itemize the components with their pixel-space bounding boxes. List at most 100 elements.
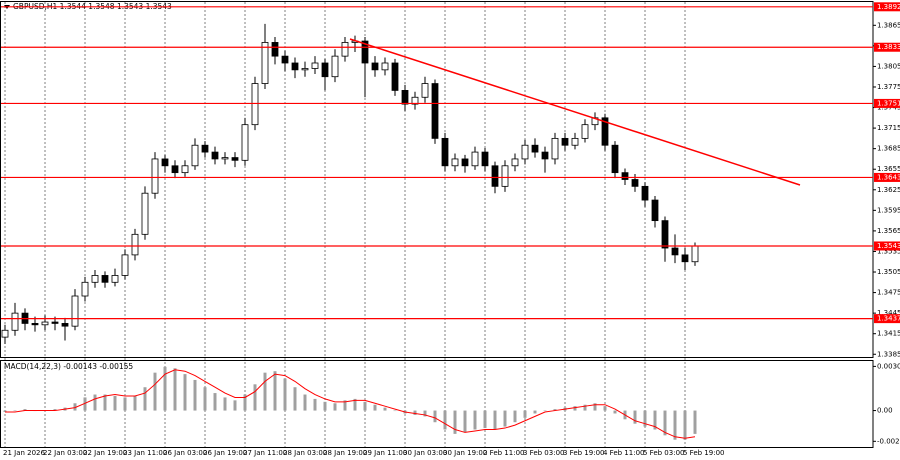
macd-bar [533, 410, 537, 414]
macd-bar [643, 410, 647, 427]
macd-bar [483, 410, 487, 429]
candle-body [491, 165, 499, 187]
candle-body [341, 42, 349, 57]
macd-bar [333, 403, 337, 411]
macd-bar [223, 397, 227, 411]
y-tick-label: 1.3505 [877, 268, 900, 276]
candle-body [511, 158, 519, 167]
macd-bar [213, 393, 217, 411]
macd-bar [273, 371, 277, 411]
candle-body [61, 323, 69, 327]
candle-body [311, 62, 319, 69]
candle-body [661, 220, 669, 249]
macd-bar [233, 400, 237, 411]
candle-body [271, 42, 279, 57]
candle-body [601, 117, 609, 146]
macd-bar [513, 410, 517, 423]
macd-bar [353, 398, 357, 411]
macd-bar [73, 403, 77, 411]
candle-body [621, 172, 629, 180]
candle-body [161, 158, 169, 167]
y-tick-label: 1.3415 [877, 330, 900, 338]
macd-bar [683, 410, 687, 440]
macd-bar [663, 410, 667, 436]
candle-body [651, 199, 659, 222]
macd-bar [243, 394, 247, 411]
candle-body [91, 275, 99, 283]
y-tick-label: 1.3385 [877, 350, 900, 358]
level-label-box [874, 2, 900, 12]
candle-body [671, 247, 679, 256]
candle-body [221, 157, 229, 160]
x-tick-label: 5 Feb 03:00 [643, 449, 684, 457]
macd-bar [253, 384, 257, 411]
candle-body [301, 68, 309, 71]
macd-bar [123, 397, 127, 411]
candle-body [431, 83, 439, 139]
macd-bar [173, 368, 177, 411]
candle-body [531, 144, 539, 153]
macd-bar [93, 394, 97, 411]
candle-body [141, 192, 149, 235]
macd-bar [113, 395, 117, 411]
candle-body [521, 144, 529, 160]
candle-body [541, 151, 549, 160]
macd-bar [423, 410, 427, 417]
candle-body [611, 144, 619, 174]
macd-bar [543, 410, 547, 412]
macd-bar [303, 394, 307, 411]
candle-body [121, 254, 129, 276]
macd-bar [573, 406, 577, 411]
level-label-box [874, 172, 900, 182]
macd-bar [373, 404, 377, 411]
candle-body [201, 144, 209, 153]
signal-line [5, 369, 696, 439]
candle-body [681, 254, 689, 263]
candle-body [241, 124, 249, 161]
candle-body [571, 137, 579, 146]
candle-body [561, 137, 569, 146]
candle-body [631, 179, 639, 187]
candle-body [461, 158, 469, 167]
level-label: 1.3437 [877, 315, 900, 323]
macd-bar [313, 398, 317, 411]
macd-bar [153, 372, 157, 411]
x-tick-label: 30 Jan 03:00 [403, 449, 447, 457]
candle-body [391, 62, 399, 91]
y-tick-label: 1.3565 [877, 227, 900, 235]
x-tick-label: 22 Jan 19:00 [83, 449, 127, 457]
candle-body [421, 83, 429, 98]
x-tick-label: 2 Feb 11:00 [483, 449, 524, 457]
macd-bar [263, 372, 267, 411]
trend-line [349, 38, 801, 186]
y-tick-label: 1.3685 [877, 145, 900, 153]
y-tick-label: 1.3595 [877, 206, 900, 214]
candle-body [231, 157, 239, 161]
x-tick-label: 28 Jan 03:00 [283, 449, 327, 457]
x-tick-label: 21 Jan 2026 [3, 449, 46, 457]
macd-bar [653, 410, 657, 430]
x-tick-label: 3 Feb 19:00 [563, 449, 604, 457]
x-tick-label: 26 Jan 03:00 [163, 449, 207, 457]
macd-bar [83, 397, 87, 411]
macd-bar [433, 410, 437, 423]
macd-bar [553, 409, 557, 411]
y-tick-label: 1.3445 [877, 309, 900, 317]
macd-bar [523, 410, 527, 418]
y-tick-label: -0.00211 [877, 437, 900, 445]
x-tick-label: 3 Feb 03:00 [523, 449, 564, 457]
candle-body [331, 55, 339, 78]
candle-body [251, 83, 259, 126]
level-label-box [874, 314, 900, 324]
candle-body [281, 55, 289, 64]
y-tick-label: 1.3715 [877, 124, 900, 132]
macd-bar [103, 394, 107, 411]
level-label-box [874, 241, 900, 251]
macd-bar [183, 374, 187, 411]
candle-body [81, 281, 89, 297]
macd-bar [463, 410, 467, 433]
y-tick-label: 1.3625 [877, 186, 900, 194]
price-panel-frame [0, 1, 874, 358]
y-tick-label: 1.3865 [877, 21, 900, 29]
candle-body [641, 185, 649, 201]
